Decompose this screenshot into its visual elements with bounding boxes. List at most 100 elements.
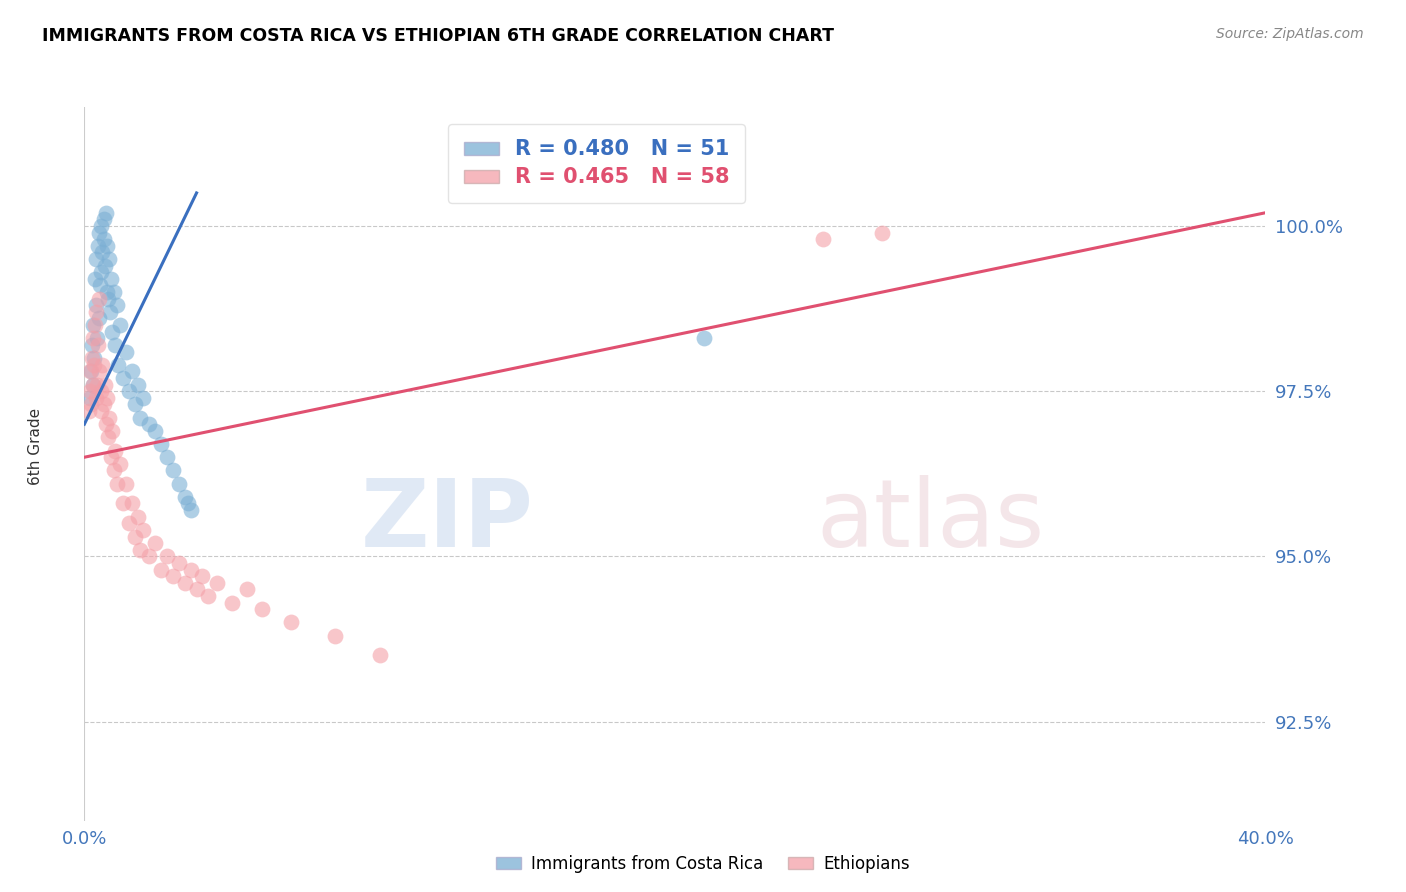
- Point: [105, 298, 128, 312]
- Point: [83, 358, 105, 372]
- Point: [103, 285, 125, 299]
- Point: [79, 391, 101, 405]
- Text: atlas: atlas: [817, 475, 1045, 567]
- Point: [167, 476, 190, 491]
- Point: [108, 457, 131, 471]
- Point: [250, 602, 273, 616]
- Point: [79, 364, 101, 378]
- Point: [132, 391, 155, 405]
- Point: [138, 549, 160, 564]
- Point: [90, 404, 112, 418]
- Point: [811, 232, 834, 246]
- Point: [180, 563, 202, 577]
- Point: [98, 305, 121, 319]
- Point: [177, 496, 200, 510]
- Point: [100, 450, 122, 465]
- Point: [82, 377, 104, 392]
- Point: [156, 450, 179, 465]
- Point: [83, 318, 105, 332]
- Point: [118, 516, 141, 531]
- Point: [105, 476, 128, 491]
- Point: [101, 424, 124, 438]
- Point: [82, 377, 104, 392]
- Point: [108, 318, 131, 332]
- Point: [121, 364, 143, 378]
- Point: [84, 391, 107, 405]
- Point: [94, 377, 117, 392]
- Point: [82, 318, 104, 332]
- Point: [197, 589, 219, 603]
- Point: [107, 358, 129, 372]
- Point: [86, 239, 108, 253]
- Point: [79, 384, 101, 399]
- Point: [129, 542, 152, 557]
- Point: [205, 575, 228, 590]
- Point: [143, 536, 166, 550]
- Point: [368, 648, 391, 663]
- Text: Source: ZipAtlas.com: Source: ZipAtlas.com: [1216, 27, 1364, 41]
- Point: [90, 384, 112, 399]
- Text: ZIP: ZIP: [360, 475, 533, 567]
- Point: [97, 292, 120, 306]
- Point: [104, 338, 127, 352]
- Point: [173, 490, 195, 504]
- Point: [101, 325, 124, 339]
- Text: 6th Grade: 6th Grade: [28, 408, 42, 484]
- Point: [77, 404, 100, 418]
- Point: [191, 569, 214, 583]
- Point: [323, 629, 347, 643]
- Point: [167, 556, 190, 570]
- Point: [173, 575, 195, 590]
- Point: [114, 476, 136, 491]
- Point: [86, 377, 108, 392]
- Point: [280, 615, 302, 630]
- Point: [90, 219, 112, 233]
- Point: [87, 292, 111, 306]
- Text: IMMIGRANTS FROM COSTA RICA VS ETHIOPIAN 6TH GRADE CORRELATION CHART: IMMIGRANTS FROM COSTA RICA VS ETHIOPIAN …: [42, 27, 834, 45]
- Point: [114, 344, 136, 359]
- Point: [96, 391, 118, 405]
- Point: [156, 549, 179, 564]
- Point: [150, 437, 173, 451]
- Point: [93, 232, 115, 246]
- Point: [111, 371, 134, 385]
- Point: [98, 252, 121, 266]
- Point: [80, 351, 103, 365]
- Point: [80, 338, 103, 352]
- Point: [93, 397, 115, 411]
- Point: [84, 252, 107, 266]
- Point: [89, 278, 111, 293]
- Point: [86, 331, 108, 345]
- Point: [124, 397, 146, 411]
- Point: [127, 509, 149, 524]
- Point: [180, 503, 202, 517]
- Point: [150, 563, 173, 577]
- Point: [693, 331, 716, 345]
- Point: [87, 311, 110, 326]
- Point: [94, 417, 117, 432]
- Point: [93, 212, 115, 227]
- Point: [96, 285, 118, 299]
- Point: [97, 430, 120, 444]
- Point: [84, 298, 107, 312]
- Point: [235, 582, 259, 597]
- Point: [91, 358, 114, 372]
- Point: [186, 582, 208, 597]
- Point: [111, 496, 134, 510]
- Point: [83, 351, 105, 365]
- Point: [121, 496, 143, 510]
- Point: [143, 424, 166, 438]
- Point: [87, 364, 110, 378]
- Point: [80, 364, 103, 378]
- Point: [83, 272, 105, 286]
- Point: [162, 569, 184, 583]
- Point: [86, 338, 108, 352]
- Point: [98, 410, 121, 425]
- Point: [221, 596, 243, 610]
- Point: [138, 417, 160, 432]
- Point: [82, 331, 104, 345]
- Point: [90, 265, 112, 279]
- Point: [94, 206, 117, 220]
- Point: [104, 443, 127, 458]
- Point: [132, 523, 155, 537]
